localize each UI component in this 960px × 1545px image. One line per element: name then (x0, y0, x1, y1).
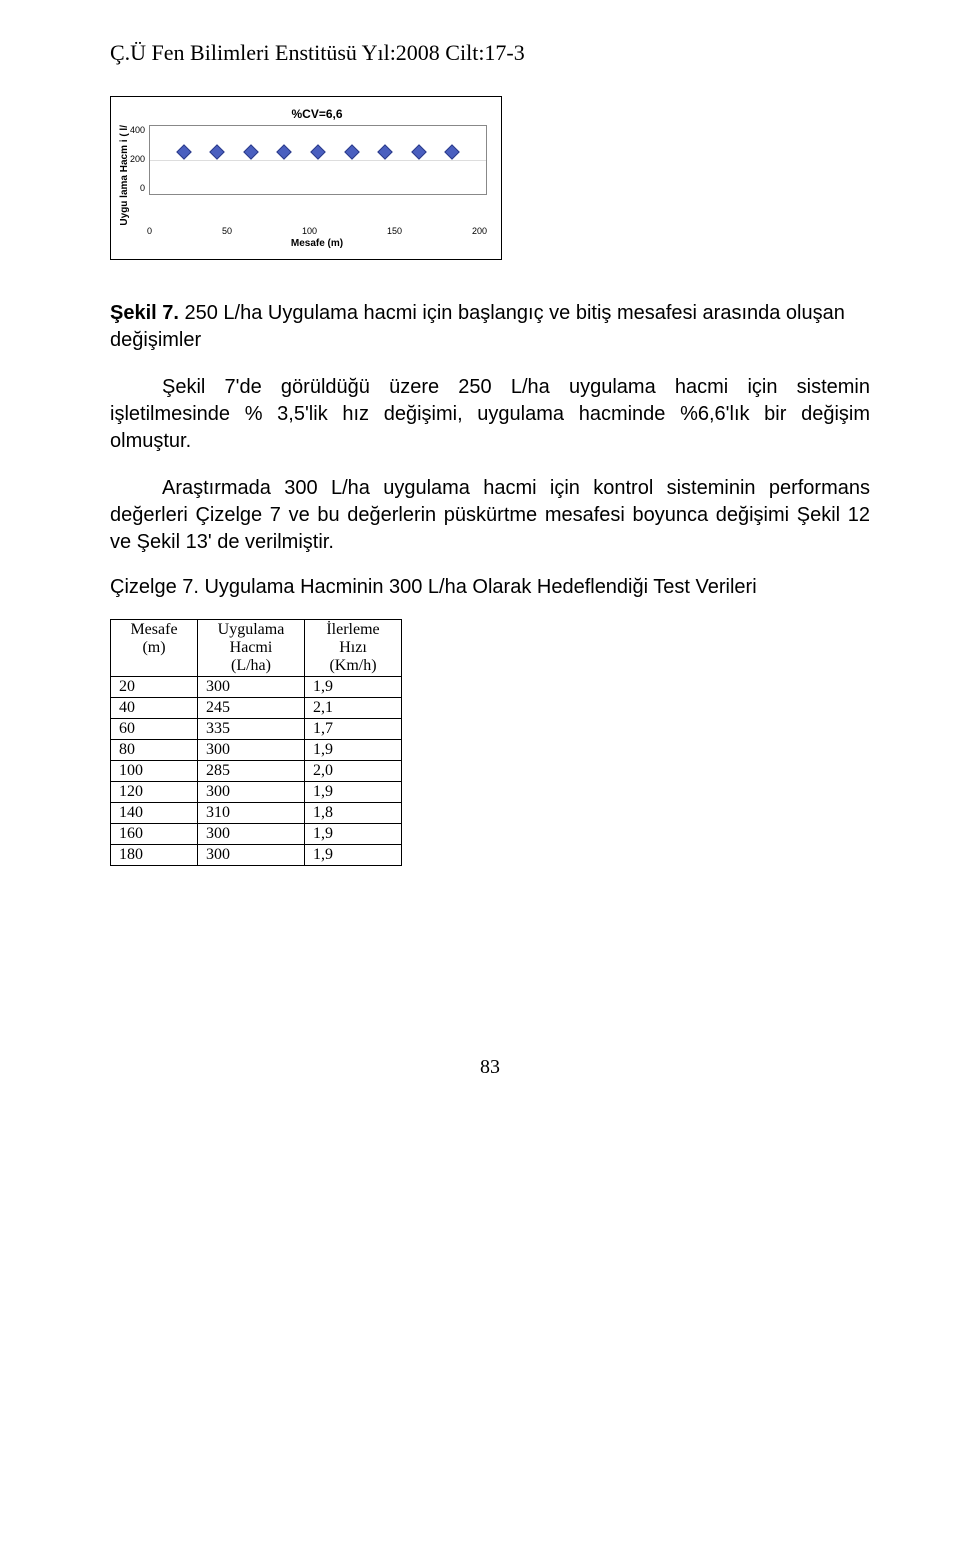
chart-marker (344, 144, 360, 160)
chart-x-tick: 200 (472, 226, 487, 236)
table-cell: 80 (111, 739, 198, 760)
chart-title: %CV=6,6 (147, 107, 487, 121)
page-number: 83 (110, 1056, 870, 1079)
chart-x-tick: 100 (302, 226, 317, 236)
table-cell: 285 (198, 760, 305, 781)
figure-caption: Şekil 7. 250 L/ha Uygulama hacmi için ba… (110, 300, 870, 354)
table-header-cell: Mesafe(m) (111, 619, 198, 676)
table-row: 203001,9 (111, 676, 402, 697)
table-cell: 2,0 (305, 760, 402, 781)
chart-y-axis-label: Uygu lama Hacm i ( l/ (117, 125, 130, 226)
table-header-cell: İlerlemeHızı(Km/h) (305, 619, 402, 676)
chart-marker (411, 144, 427, 160)
chart-y-tick: 0 (130, 183, 145, 193)
table-header-cell: UygulamaHacmi(L/ha) (198, 619, 305, 676)
table-row: 603351,7 (111, 718, 402, 739)
table-cell: 60 (111, 718, 198, 739)
table-cell: 1,9 (305, 739, 402, 760)
chart-y-tick: 400 (130, 125, 145, 135)
table-caption: Çizelge 7. Uygulama Hacminin 300 L/ha Ol… (110, 576, 870, 599)
table-cell: 300 (198, 676, 305, 697)
chart-plot-area (149, 125, 487, 195)
figure-caption-label: Şekil 7. (110, 302, 179, 324)
table-cell: 300 (198, 823, 305, 844)
table-cell: 1,9 (305, 676, 402, 697)
table-cell: 100 (111, 760, 198, 781)
chart-x-axis-label: Mesafe (m) (147, 238, 487, 249)
chart-marker (209, 144, 225, 160)
chart-marker (377, 144, 393, 160)
table-cell: 300 (198, 739, 305, 760)
table-cell: 1,9 (305, 844, 402, 865)
chart-x-ticks: 0 50 100 150 200 (147, 226, 487, 236)
table-cell: 335 (198, 718, 305, 739)
table-cell: 160 (111, 823, 198, 844)
table-cell: 120 (111, 781, 198, 802)
page-header: Ç.Ü Fen Bilimleri Enstitüsü Yıl:2008 Cil… (110, 40, 870, 66)
table-row: 1002852,0 (111, 760, 402, 781)
figure-caption-text: 250 L/ha Uygulama hacmi için başlangıç v… (110, 302, 845, 351)
chart-marker (445, 144, 461, 160)
chart-x-tick: 50 (222, 226, 232, 236)
table-row: 1403101,8 (111, 802, 402, 823)
chart-y-tick: 200 (130, 154, 145, 164)
chart-x-tick: 150 (387, 226, 402, 236)
table-cell: 310 (198, 802, 305, 823)
table-cell: 1,9 (305, 781, 402, 802)
chart-marker (176, 144, 192, 160)
table-cell: 2,1 (305, 697, 402, 718)
paragraph-2: Araştırmada 300 L/ha uygulama hacmi için… (110, 475, 870, 556)
table-row: 1203001,9 (111, 781, 402, 802)
chart-marker (243, 144, 259, 160)
table-cell: 140 (111, 802, 198, 823)
chart-x-tick: 0 (147, 226, 152, 236)
table-cell: 300 (198, 781, 305, 802)
table-cell: 20 (111, 676, 198, 697)
table-cell: 1,7 (305, 718, 402, 739)
chart-y-ticks: 400 200 0 (130, 125, 149, 193)
table-cell: 180 (111, 844, 198, 865)
data-table: Mesafe(m)UygulamaHacmi(L/ha)İlerlemeHızı… (110, 619, 402, 866)
chart-container: %CV=6,6 Uygu lama Hacm i ( l/ 400 200 0 0 5… (110, 96, 502, 260)
chart-marker (310, 144, 326, 160)
table-row: 402452,1 (111, 697, 402, 718)
table-cell: 40 (111, 697, 198, 718)
paragraph-1: Şekil 7'de görüldüğü üzere 250 L/ha uygu… (110, 374, 870, 455)
table-row: 1803001,9 (111, 844, 402, 865)
table-row: 1603001,9 (111, 823, 402, 844)
table-cell: 1,8 (305, 802, 402, 823)
table-cell: 245 (198, 697, 305, 718)
table-row: 803001,9 (111, 739, 402, 760)
chart-marker (277, 144, 293, 160)
table-cell: 300 (198, 844, 305, 865)
table-cell: 1,9 (305, 823, 402, 844)
